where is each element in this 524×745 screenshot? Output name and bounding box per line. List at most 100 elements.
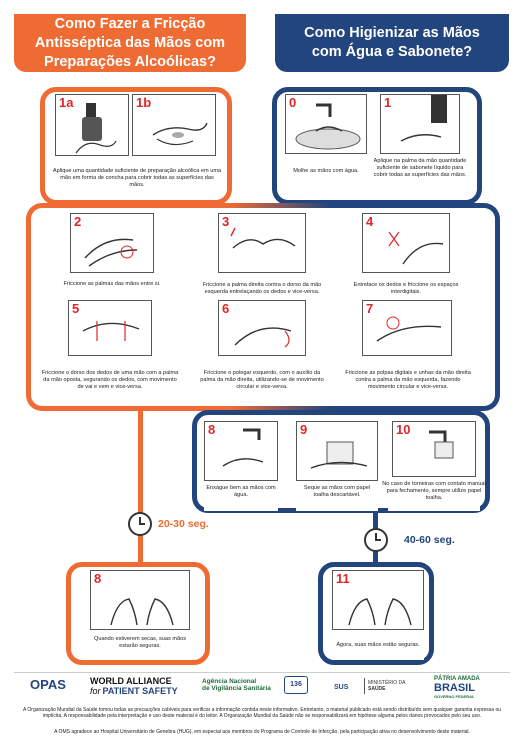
step-6: 6 Friccione o polegar esquerdo, com o au…: [198, 300, 326, 400]
ministerio-line1: MINISTÉRIO DA: [368, 680, 406, 686]
rinse-hands-icon: [222, 428, 264, 467]
patria-line2: BRASIL: [434, 682, 475, 694]
step-11-number: 11: [336, 571, 350, 586]
anvisa-logo: Agência Nacional de Vigilância Sanitária: [186, 678, 271, 692]
sus-text: SUS: [334, 684, 349, 691]
step-7-caption: Friccione as polpas digitais e unhas da …: [345, 370, 471, 390]
step-8-rinse-illustration: 8: [204, 421, 278, 481]
disclaimer-text: A Organização Mundial da Saúde tomou tod…: [22, 707, 502, 720]
ministerio-line2: SAÚDE: [368, 686, 386, 692]
world-alliance-line1: WORLD ALLIANCE: [90, 676, 172, 686]
alcohol-top-frame: [40, 87, 232, 205]
interlaced-fingers-icon: [388, 231, 444, 265]
world-alliance-logo: WORLD ALLIANCE for PATIENT SAFETY: [90, 676, 178, 696]
step-5: 5 Friccione o dorso dos dedos de uma mão…: [40, 300, 180, 400]
step-4: 4 Entrelace os dedos e friccione os espa…: [350, 213, 462, 301]
step-1-caption: Aplique na palma da mão quantidade sufic…: [373, 158, 467, 178]
step-6-illustration: 6: [218, 300, 306, 356]
step-10: 10 No caso de torneiras com contato manu…: [382, 421, 486, 511]
sus-logo: SUS: [334, 684, 348, 691]
step-8-rinse: 8 Enxágue bem as mãos com água.: [204, 421, 278, 511]
step-4-number: 4: [366, 214, 374, 229]
step-11: 11 Agora, suas mãos estão seguras.: [332, 570, 424, 660]
anvisa-line1: Agência Nacional: [202, 678, 257, 685]
faucet-icon: [295, 103, 361, 150]
disque-saude-number: 136: [290, 681, 302, 688]
step-8-alcohol-final-illustration: 8: [90, 570, 190, 630]
acknowledgement-text: A OMS agradece ao Hospital Universitário…: [54, 729, 470, 735]
step-1a: 1a: [55, 94, 129, 164]
soap-dispenser-icon: [400, 95, 447, 142]
step-1b-number: 1b: [136, 95, 152, 110]
alcohol-rub-title: Como Fazer a Fricção Antisséptica das Mã…: [34, 15, 226, 70]
step-2-illustration: 2: [70, 213, 154, 273]
step-9-number: 9: [300, 422, 308, 437]
frame-gradient-bottom: [230, 406, 330, 411]
step-8-alcohol-final: 8 Quando estiverem secas, suas mãos esta…: [90, 570, 190, 660]
step-4-caption: Entrelace os dedos e friccione os espaço…: [353, 282, 459, 295]
step-9-illustration: 9: [296, 421, 378, 481]
world-alliance-for: for: [90, 686, 101, 696]
palms-rub-icon: [84, 238, 138, 267]
step-3-caption: Friccione a palma direita contra o dorso…: [202, 282, 322, 295]
step-1-number: 1: [384, 95, 392, 110]
step-3-illustration: 3: [218, 213, 306, 273]
ministerio-saude-logo: MINISTÉRIO DA SAÚDE: [368, 680, 406, 692]
disque-saude-logo: 136: [284, 676, 308, 694]
handwash-top-frame: [272, 87, 482, 205]
handwash-title: Como Higienizar as Mãos com Água e Sabon…: [304, 25, 480, 60]
step-10-illustration: 10: [392, 421, 476, 477]
orange-connector-line: [138, 411, 143, 563]
step-5-caption: Friccione o dorso dos dedos de uma mão c…: [41, 370, 179, 390]
step-2: 2 Friccione as palmas das mãos entre si.: [64, 213, 161, 301]
world-alliance-line2: PATIENT SAFETY: [102, 686, 178, 696]
clean-hands-icon: [348, 598, 412, 626]
shared-steps-frame-blue: [300, 203, 500, 411]
step-8-rinse-number: 8: [208, 422, 216, 437]
step-0-illustration: 0: [285, 94, 367, 154]
patria-line3: GOVERNO FEDERAL: [434, 694, 475, 699]
step-5-illustration: 5: [68, 300, 152, 356]
fingertips-rub-icon: [376, 316, 442, 342]
timer-label-left: 20-30 seg.: [158, 518, 209, 530]
step-8-rinse-caption: Enxágue bem as mãos com água.: [206, 485, 276, 498]
back-of-hand-rub-icon: [230, 227, 296, 249]
step-1b-caption: Aplique uma quantidade suficiente de pre…: [52, 168, 222, 188]
step-11-illustration: 11: [332, 570, 424, 630]
close-faucet-with-towel-icon: [429, 430, 454, 459]
step-1b-illustration: 1b: [132, 94, 216, 156]
ministerio-divider: [364, 678, 365, 694]
opas-logo-text: OPAS: [30, 677, 66, 692]
paper-towel-dry-icon: [310, 441, 368, 469]
alcohol-final-frame: [66, 562, 210, 665]
cupped-hand-icon: [152, 122, 208, 146]
frame-gradient-top: [230, 203, 330, 208]
step-6-number: 6: [222, 301, 230, 316]
step-6-caption: Friccione o polegar esquerdo, com o auxí…: [200, 370, 324, 390]
step-1: 1 Aplique na palma da mão quantidade suf…: [372, 94, 468, 189]
handwash-header: Como Higienizar as Mãos com Água e Sabon…: [275, 14, 509, 72]
alcohol-rub-header: Como Fazer a Fricção Antisséptica das Mã…: [14, 14, 246, 72]
step-10-caption: No caso de torneiras com contato manual …: [382, 481, 486, 501]
step-3-number: 3: [222, 214, 230, 229]
timer-label-right: 40-60 seg.: [404, 534, 455, 546]
open-hands-icon: [110, 598, 174, 626]
step-4-illustration: 4: [362, 213, 450, 273]
stopwatch-icon-right: [364, 528, 388, 552]
anvisa-line2: de Vigilância Sanitária: [202, 685, 271, 692]
alcohol-bottle-icon: [75, 103, 117, 154]
step-8-alcohol-final-caption: Quando estiverem secas, suas mãos estarã…: [93, 636, 187, 649]
step-1a-illustration: 1a: [55, 94, 129, 156]
step-2-number: 2: [74, 214, 82, 229]
step-0: 0 Molhe as mãos com água.: [285, 94, 367, 189]
footer-divider: [14, 672, 510, 673]
opas-logo: OPAS: [30, 677, 66, 692]
step-9: 9 Seque as mãos com papel toalha descart…: [296, 421, 378, 511]
shared-steps-frame-orange: [26, 203, 326, 411]
governo-federal-logo: PÁTRIA AMADA BRASIL GOVERNO FEDERAL: [416, 676, 480, 699]
step-10-number: 10: [396, 422, 411, 437]
step-5-number: 5: [72, 301, 80, 316]
step-2-caption: Friccione as palmas das mãos entre si.: [63, 281, 161, 287]
step-1-illustration: 1: [380, 94, 460, 154]
stopwatch-icon-left: [128, 512, 152, 536]
